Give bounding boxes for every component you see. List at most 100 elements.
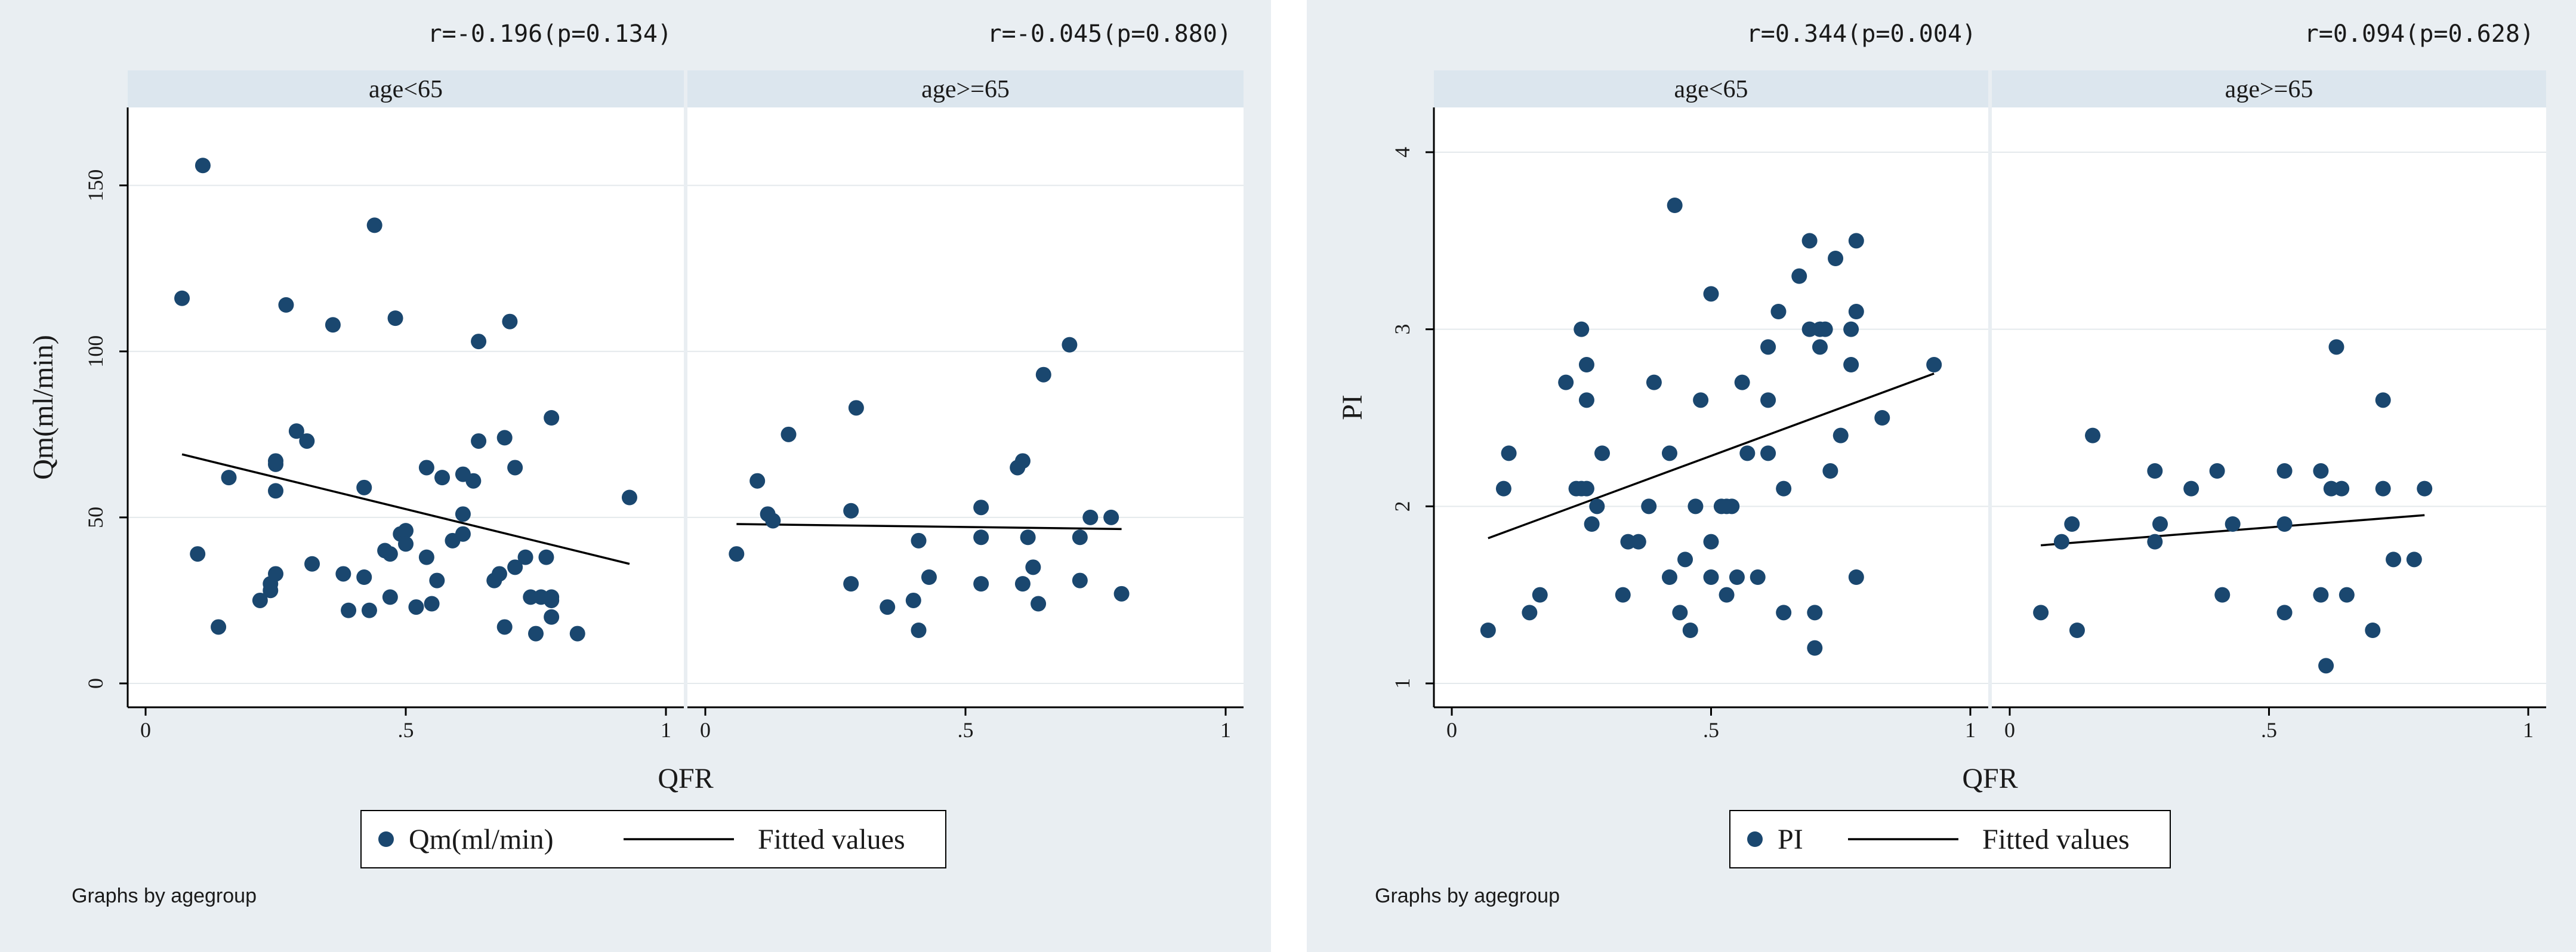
pi-y-tick-label-0: 1 [1390, 678, 1414, 689]
pi-panel-0-point-44 [1776, 605, 1792, 621]
pi-panel-0-point-36 [1734, 374, 1750, 390]
pi-panel-0-point-27 [1693, 392, 1709, 408]
pi-panel-0-point-11 [1578, 480, 1594, 497]
qm-panel-0-point-54 [538, 549, 554, 565]
qm-panel-0-point-12 [278, 297, 294, 313]
pi-panel-0-point-55 [1832, 427, 1849, 443]
qm-panel-0-point-1 [190, 546, 206, 562]
pi-graphs-note: Graphs by agegroup [1375, 885, 1560, 907]
pi-legend-label-0: PI [1778, 824, 1803, 855]
qm-panel-1-plot-area [687, 107, 1244, 707]
qm-panel-0-strip [128, 70, 684, 107]
pi-panel-1-point-4 [2085, 427, 2101, 443]
qm-panel-1-point-28 [1113, 586, 1130, 602]
qm-panel-1-fitted-line [736, 523, 1122, 531]
qm-scatter-chart: r=-0.196(p=0.134)age<650.5 1050100150r=-0… [27, 20, 1244, 907]
pi-panel-1-point-1 [2053, 534, 2069, 550]
pi-panel-1-point-26 [2406, 552, 2422, 568]
pi-panel-0-point-34 [1724, 498, 1740, 514]
pi-panel-0-point-23 [1672, 605, 1688, 621]
pi-panel-1-point-21 [2339, 587, 2355, 603]
qm-panel-1-point-24 [1072, 529, 1088, 546]
qm-panel-0-point-28 [398, 523, 414, 539]
pi-panel-1-point-15 [2313, 587, 2329, 603]
qm-panel-0-point-49 [507, 559, 523, 575]
pi-panel-0-point-43 [1776, 480, 1792, 497]
qm-panel-0-point-21 [361, 602, 377, 618]
pi-panel-0-point-18 [1641, 498, 1657, 514]
pi-panel-0-point-29 [1703, 534, 1719, 550]
qm-panel-1-point-10 [911, 623, 927, 638]
pi-panel-0-point-42 [1770, 304, 1787, 319]
qm-panel-1-point-7 [848, 400, 864, 416]
pi-panel-0-point-61 [1874, 410, 1890, 426]
qm-panel-0-point-47 [502, 313, 518, 329]
pi-panel-1-point-19 [2328, 339, 2344, 355]
pi-panel-0-point-14 [1594, 445, 1611, 461]
qm-panel-0-point-2 [195, 158, 211, 174]
pi-panel-0-point-10 [1578, 392, 1594, 408]
qm-panel-0-point-38 [455, 506, 471, 522]
pi-panel-0-point-57 [1843, 321, 1859, 337]
pi-panel-0-fitted-line [1488, 372, 1935, 540]
qm-panel-1-point-12 [921, 569, 937, 585]
qm-panel-0-point-50 [517, 549, 533, 565]
qm-y-axis-title: Qm(ml/min) [27, 335, 59, 480]
pi-panel-0-point-13 [1589, 498, 1605, 514]
pi-panel-0-point-38 [1750, 569, 1766, 585]
pi-panel-1-point-11 [2225, 516, 2241, 532]
qm-panel-0-point-5 [252, 592, 268, 608]
qm-panel-1-point-15 [973, 500, 989, 516]
qm-panel-0-x-tick-label-2: 1 [661, 718, 671, 742]
pi-legend-label-1: Fitted values [1982, 824, 2130, 855]
pi-legend: PI Fitted values [1729, 810, 2171, 868]
pi-panel-0-point-25 [1682, 623, 1698, 638]
qm-panel-1-point-1 [749, 473, 766, 489]
qm-panel-1-point-5 [843, 503, 859, 519]
qm-panel-1-point-17 [1014, 453, 1031, 469]
qm-panel-0-point-44 [491, 566, 507, 582]
qm-panel-0-point-16 [325, 317, 341, 333]
qm-panel-0-point-22 [366, 217, 382, 233]
pi-panel-0-point-0 [1480, 623, 1496, 638]
qm-panel-1-point-22 [1035, 366, 1051, 383]
qm-panel-0-point-3 [211, 619, 227, 635]
pi-panel-0-point-54 [1828, 251, 1844, 266]
pi-panel-1-point-0 [2033, 605, 2049, 621]
pi-panel-1-point-7 [2152, 516, 2168, 532]
pi-panel-1-x-tick-label-1: .5 [2261, 718, 2277, 742]
pi-panel-1-point-20 [2334, 480, 2350, 497]
qm-panel-0-point-9 [268, 483, 283, 499]
pi-panel-1-strip [1992, 70, 2546, 107]
pi-panel-1-point-14 [2276, 605, 2293, 621]
qm-panel-0-plot-area [128, 107, 684, 707]
pi-y-tick-label-2: 3 [1390, 324, 1414, 335]
pi-panel-0-point-3 [1522, 605, 1538, 621]
qm-panel-1-point-14 [973, 576, 989, 592]
pi-panel-0-point-56 [1843, 357, 1859, 372]
qm-y-tick-label-2: 100 [84, 335, 107, 368]
pi-panel-0-point-49 [1807, 605, 1823, 621]
qm-panel-0-point-25 [382, 546, 398, 562]
pi-panel-1-plot-area [1992, 107, 2546, 707]
pi-panel-1-point-13 [2276, 516, 2293, 532]
qm-panel-1-point-8 [880, 599, 896, 615]
pi-y-tick-label-1: 2 [1390, 501, 1414, 512]
pi-panel-0-point-51 [1812, 339, 1828, 355]
qm-panel-0-point-57 [544, 592, 560, 608]
qm-panel-0: r=-0.196(p=0.134) age<65 0 .5 1 0 50 100 150 [84, 20, 684, 742]
qm-panel-0-point-59 [569, 626, 585, 642]
pi-panel-1-x-tick-label-0: 0 [2004, 718, 2015, 742]
pi-panel-0-point-41 [1760, 445, 1776, 461]
qm-panel-0-point-41 [471, 334, 487, 350]
pi-panel-1-strip-label: age>=65 [2225, 76, 2313, 103]
pi-panel-0-point-59 [1848, 233, 1864, 249]
pi-panel-1-annotation: r=0.094(p=0.628) [2304, 20, 2534, 48]
pi-panel-1-point-6 [2147, 534, 2163, 550]
qm-panel-0-point-31 [418, 549, 434, 565]
qm-panel-0-point-14 [299, 433, 315, 449]
pi-panel-0-point-24 [1677, 552, 1693, 568]
qm-panel-0-point-42 [471, 433, 487, 449]
pi-panel-0-point-37 [1739, 445, 1756, 461]
pi-panel-0-point-26 [1687, 498, 1704, 514]
